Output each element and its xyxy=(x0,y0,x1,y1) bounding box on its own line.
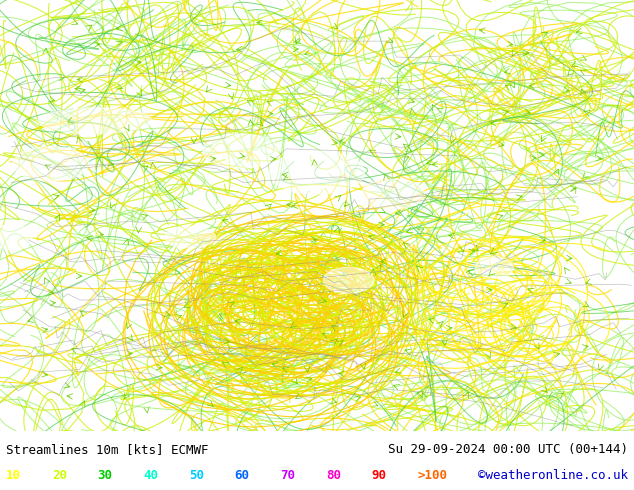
Text: Streamlines 10m [kts] ECMWF: Streamlines 10m [kts] ECMWF xyxy=(6,443,209,456)
Text: 10: 10 xyxy=(6,469,22,482)
Text: Su 29-09-2024 00:00 UTC (00+144): Su 29-09-2024 00:00 UTC (00+144) xyxy=(387,443,628,456)
Text: 80: 80 xyxy=(326,469,341,482)
Text: 20: 20 xyxy=(52,469,67,482)
Ellipse shape xyxy=(269,151,365,194)
Text: ©weatheronline.co.uk: ©weatheronline.co.uk xyxy=(477,469,628,482)
Text: 30: 30 xyxy=(98,469,113,482)
Text: 70: 70 xyxy=(280,469,295,482)
Ellipse shape xyxy=(165,226,216,248)
Ellipse shape xyxy=(13,147,89,181)
Text: 90: 90 xyxy=(372,469,387,482)
Ellipse shape xyxy=(323,268,374,293)
Ellipse shape xyxy=(203,134,279,168)
Ellipse shape xyxy=(476,257,514,278)
Text: 40: 40 xyxy=(143,469,158,482)
Ellipse shape xyxy=(361,179,425,209)
Text: 60: 60 xyxy=(235,469,250,482)
Text: 50: 50 xyxy=(189,469,204,482)
Text: >100: >100 xyxy=(417,469,447,482)
Ellipse shape xyxy=(38,108,152,134)
Ellipse shape xyxy=(0,224,32,250)
